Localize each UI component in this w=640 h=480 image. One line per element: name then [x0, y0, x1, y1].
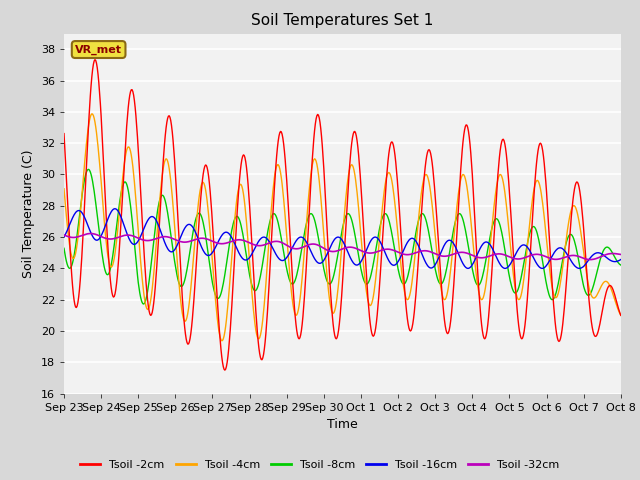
X-axis label: Time: Time	[327, 418, 358, 431]
Text: VR_met: VR_met	[75, 44, 122, 55]
Y-axis label: Soil Temperature (C): Soil Temperature (C)	[22, 149, 35, 278]
Title: Soil Temperatures Set 1: Soil Temperatures Set 1	[252, 13, 433, 28]
Legend: Tsoil -2cm, Tsoil -4cm, Tsoil -8cm, Tsoil -16cm, Tsoil -32cm: Tsoil -2cm, Tsoil -4cm, Tsoil -8cm, Tsoi…	[76, 456, 564, 474]
